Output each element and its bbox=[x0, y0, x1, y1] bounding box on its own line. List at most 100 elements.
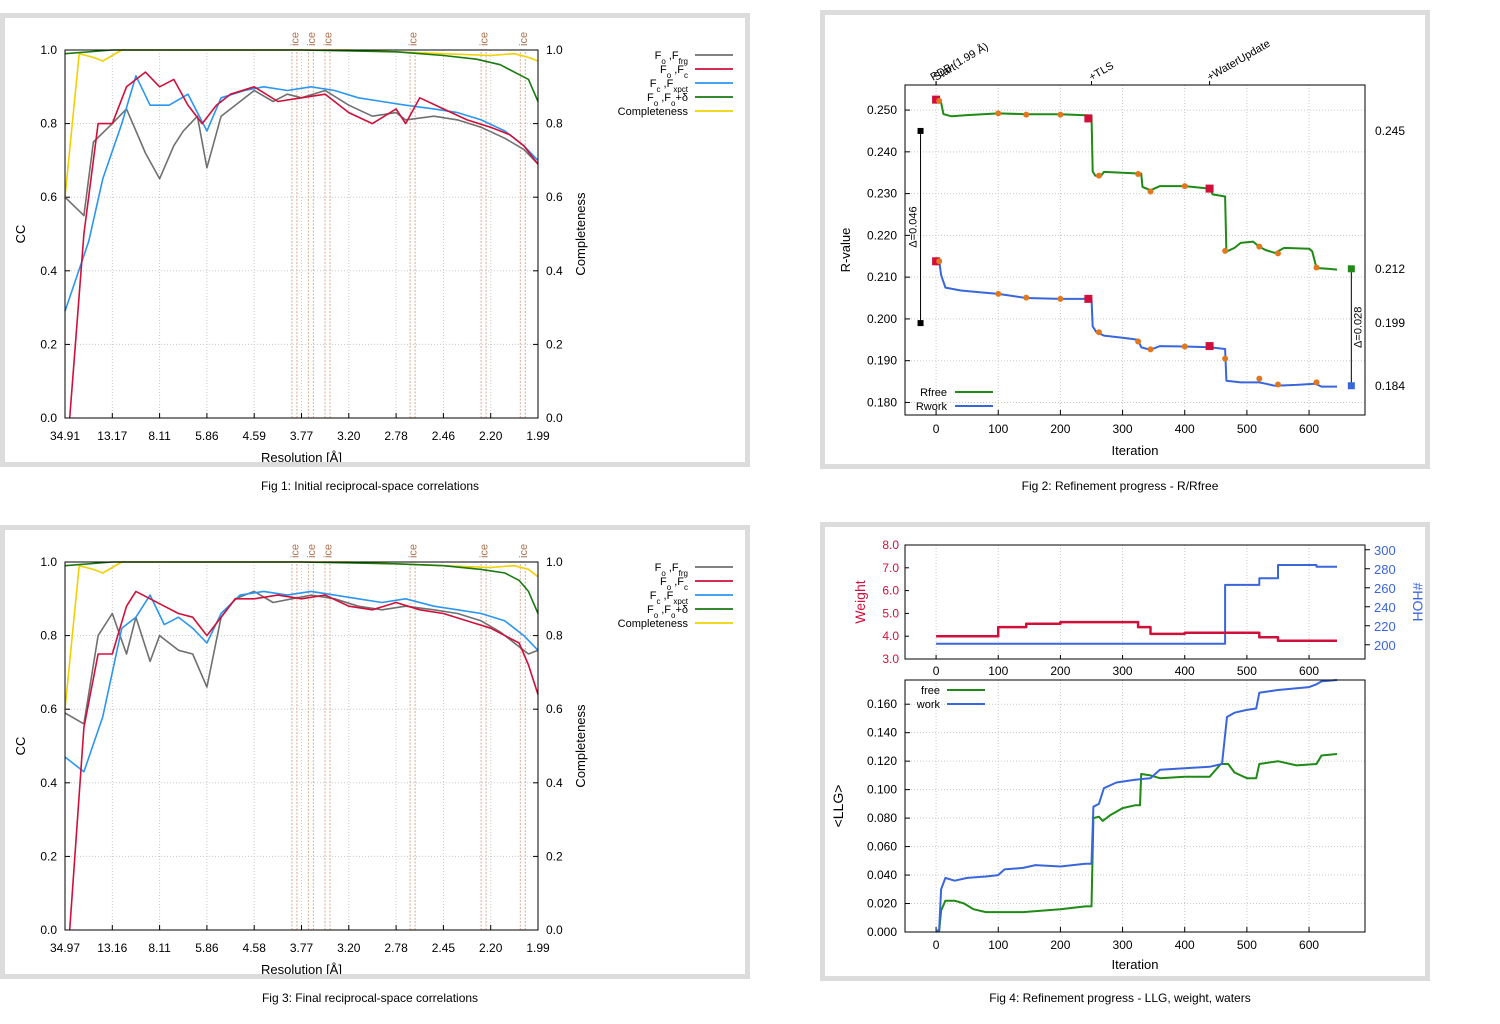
y-tick-label: 0.220 bbox=[867, 228, 897, 242]
data-point bbox=[1147, 346, 1154, 353]
series-line-hoh bbox=[936, 564, 1337, 645]
fig2-chart: 0 100 200 300 400 500 600 0.180 0.190 0.200 0.210 0… bbox=[838, 38, 1405, 458]
legend-label: Rwork bbox=[916, 401, 948, 413]
x-tick-label: 500 bbox=[1237, 422, 1257, 436]
x-tick-label: 0 bbox=[933, 664, 940, 678]
update-marker bbox=[1205, 184, 1214, 193]
ice-band bbox=[324, 561, 331, 931]
y-axis-label: R-value bbox=[838, 228, 853, 273]
fig4-panel: 0 100 200 300 400 500 600 3.0 4.0 5.0 6.0 7.0 8.0 200… bbox=[820, 522, 1430, 981]
ice-band bbox=[480, 49, 487, 419]
x-tick-label: 4.59 bbox=[243, 429, 267, 443]
legend-label: Fo ,Fo+δ bbox=[647, 92, 688, 108]
fig1-panel: 34.91 13.17 8.11 5.86 4.59 3.77 3.20 2.78 2.46 2.… bbox=[0, 13, 750, 467]
x-tick-label: 400 bbox=[1175, 664, 1195, 678]
update-marker bbox=[932, 257, 941, 266]
update-marker bbox=[1084, 294, 1093, 303]
data-point bbox=[1147, 188, 1154, 195]
y-tick-label: 0.240 bbox=[867, 145, 897, 159]
x-tick-label: 200 bbox=[1050, 664, 1070, 678]
data-point bbox=[995, 290, 1002, 297]
series-line-xpct bbox=[64, 590, 539, 773]
data-point bbox=[936, 258, 943, 265]
y2-tick-label: 0.6 bbox=[546, 702, 563, 716]
data-point bbox=[1256, 243, 1263, 250]
legend-label: Fo ,Fc bbox=[660, 576, 688, 592]
plot-frame bbox=[64, 49, 539, 419]
y-tick-label: 0.0 bbox=[40, 923, 57, 937]
weight-tick-label: 6.0 bbox=[882, 584, 899, 598]
update-marker bbox=[1205, 342, 1214, 351]
data-point bbox=[1181, 343, 1188, 350]
y-tick-label: 1.0 bbox=[40, 555, 57, 569]
ice-label: ice bbox=[323, 32, 335, 46]
legend-label: work bbox=[916, 699, 941, 711]
y2-tick-label: 0.6 bbox=[546, 190, 563, 204]
annotation-label: +WaterUpdate bbox=[1205, 38, 1272, 84]
x-tick-label: 100 bbox=[988, 422, 1008, 436]
x-tick-label: 3.20 bbox=[337, 429, 361, 443]
y-tick-label: 0.4 bbox=[40, 264, 57, 278]
y-tick-label: 0.8 bbox=[40, 629, 57, 643]
x-tick-label: 0 bbox=[933, 422, 940, 436]
y-tick-label: 0.000 bbox=[867, 925, 897, 939]
y2-tick-label: 0.8 bbox=[546, 629, 563, 643]
x-tick-label: 34.91 bbox=[50, 429, 80, 443]
fig1-caption: Fig 1: Initial reciprocal-space correlat… bbox=[260, 479, 480, 493]
y-axis-label: CC bbox=[13, 225, 28, 244]
series-line-fc bbox=[68, 71, 539, 419]
y2-tick-label: 0.2 bbox=[546, 337, 563, 351]
legend-label: Fo ,Fo+δ bbox=[647, 604, 688, 620]
y2-tick-label: 0.2 bbox=[546, 849, 563, 863]
right-value-label: 0.212 bbox=[1375, 262, 1405, 276]
y-axis-label: CC bbox=[13, 737, 28, 756]
y2-tick-label: 1.0 bbox=[546, 555, 563, 569]
y-tick-label: 1.0 bbox=[40, 43, 57, 57]
weight-tick-label: 5.0 bbox=[882, 606, 899, 620]
ice-label: ice bbox=[479, 32, 491, 46]
fig3-caption: Fig 3: Final reciprocal-space correlatio… bbox=[261, 991, 479, 1005]
data-point bbox=[1313, 379, 1320, 386]
data-point bbox=[1181, 183, 1188, 190]
y-tick-label: 0.120 bbox=[867, 754, 897, 768]
y-tick-label: 0.8 bbox=[40, 117, 57, 131]
ice-band bbox=[291, 49, 298, 419]
legend-label: free bbox=[921, 685, 940, 697]
ice-band bbox=[291, 561, 298, 931]
ice-band bbox=[409, 561, 416, 931]
x-tick-label: 500 bbox=[1237, 664, 1257, 678]
x-tick-label: 13.17 bbox=[97, 429, 127, 443]
y-tick-label: 0.190 bbox=[867, 354, 897, 368]
fig4-caption: Fig 4: Refinement progress - LLG, weight… bbox=[989, 991, 1251, 1005]
fig2-panel: 0 100 200 300 400 500 600 0.180 0.190 0.200 0.210 0… bbox=[820, 10, 1430, 469]
x-tick-label: 300 bbox=[1113, 664, 1133, 678]
plot-frame bbox=[64, 561, 539, 931]
y-tick-label: 0.6 bbox=[40, 702, 57, 716]
legend-label: Rfree bbox=[920, 387, 947, 399]
y-tick-label: 0.2 bbox=[40, 337, 57, 351]
y-tick-label: 0.230 bbox=[867, 187, 897, 201]
fig4-chart: 0 100 200 300 400 500 600 3.0 4.0 5.0 6.0 7.0 8.0 200… bbox=[830, 538, 1425, 972]
y2-tick-label: 0.4 bbox=[546, 776, 563, 790]
x-tick-label: 600 bbox=[1299, 422, 1319, 436]
data-point bbox=[936, 97, 943, 104]
ice-band bbox=[307, 49, 315, 419]
x-tick-label: 2.78 bbox=[384, 429, 408, 443]
y2-tick-label: 0.0 bbox=[546, 923, 563, 937]
x-axis-label: Resolution [Å] bbox=[261, 962, 342, 974]
ice-label: ice bbox=[306, 544, 318, 558]
right-value-label: 0.184 bbox=[1375, 379, 1405, 393]
y-tick-label: 0.020 bbox=[867, 897, 897, 911]
x-tick-label: 3.20 bbox=[337, 941, 361, 955]
ice-label: ice bbox=[408, 544, 420, 558]
hoh-tick-label: 300 bbox=[1374, 543, 1396, 558]
data-point bbox=[1095, 329, 1102, 336]
data-point bbox=[1274, 250, 1281, 257]
data-point bbox=[1313, 264, 1320, 271]
series-line-weight bbox=[936, 620, 1337, 643]
data-point bbox=[1057, 111, 1064, 118]
series-line-rfree bbox=[935, 98, 1338, 271]
data-point bbox=[1274, 381, 1281, 388]
legend-label: Fc ,Fxpct bbox=[650, 590, 689, 606]
series-line-rfree bbox=[935, 753, 1338, 933]
